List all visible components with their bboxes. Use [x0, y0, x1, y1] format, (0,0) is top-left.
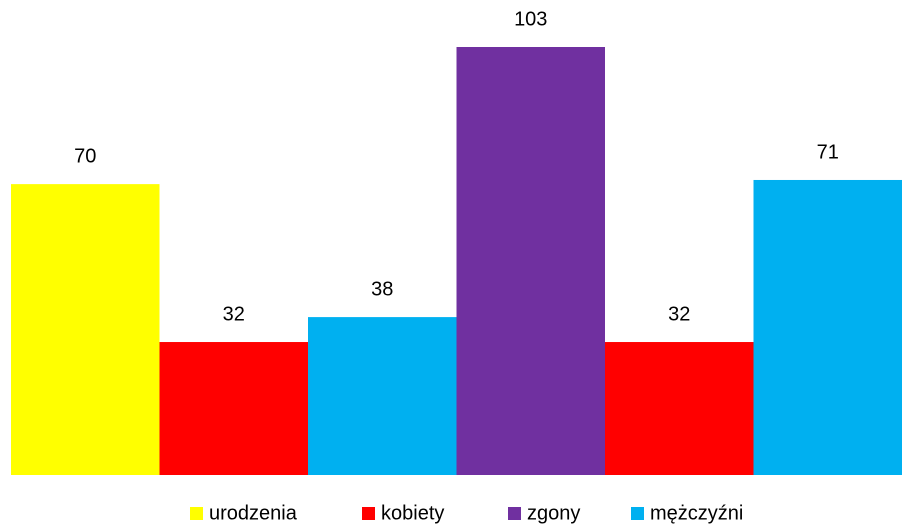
bar [753, 179, 902, 475]
legend-swatch [362, 507, 375, 520]
legend-label: urodzenia [209, 502, 298, 524]
data-label: 103 [514, 8, 547, 30]
bar [456, 47, 605, 475]
bar [159, 342, 308, 475]
bar [605, 342, 754, 475]
data-label: 32 [223, 303, 245, 325]
legend-label: mężczyźni [650, 502, 743, 524]
legend-swatch [508, 507, 521, 520]
bar [308, 317, 457, 475]
legend-swatch [631, 507, 644, 520]
legend-label: kobiety [381, 502, 444, 524]
data-label: 38 [371, 278, 393, 300]
bar [11, 184, 160, 475]
legend-label: zgony [527, 502, 580, 524]
legend-swatch [190, 507, 203, 520]
data-label: 32 [668, 303, 690, 325]
data-label: 71 [817, 141, 839, 163]
data-label: 70 [74, 145, 96, 167]
